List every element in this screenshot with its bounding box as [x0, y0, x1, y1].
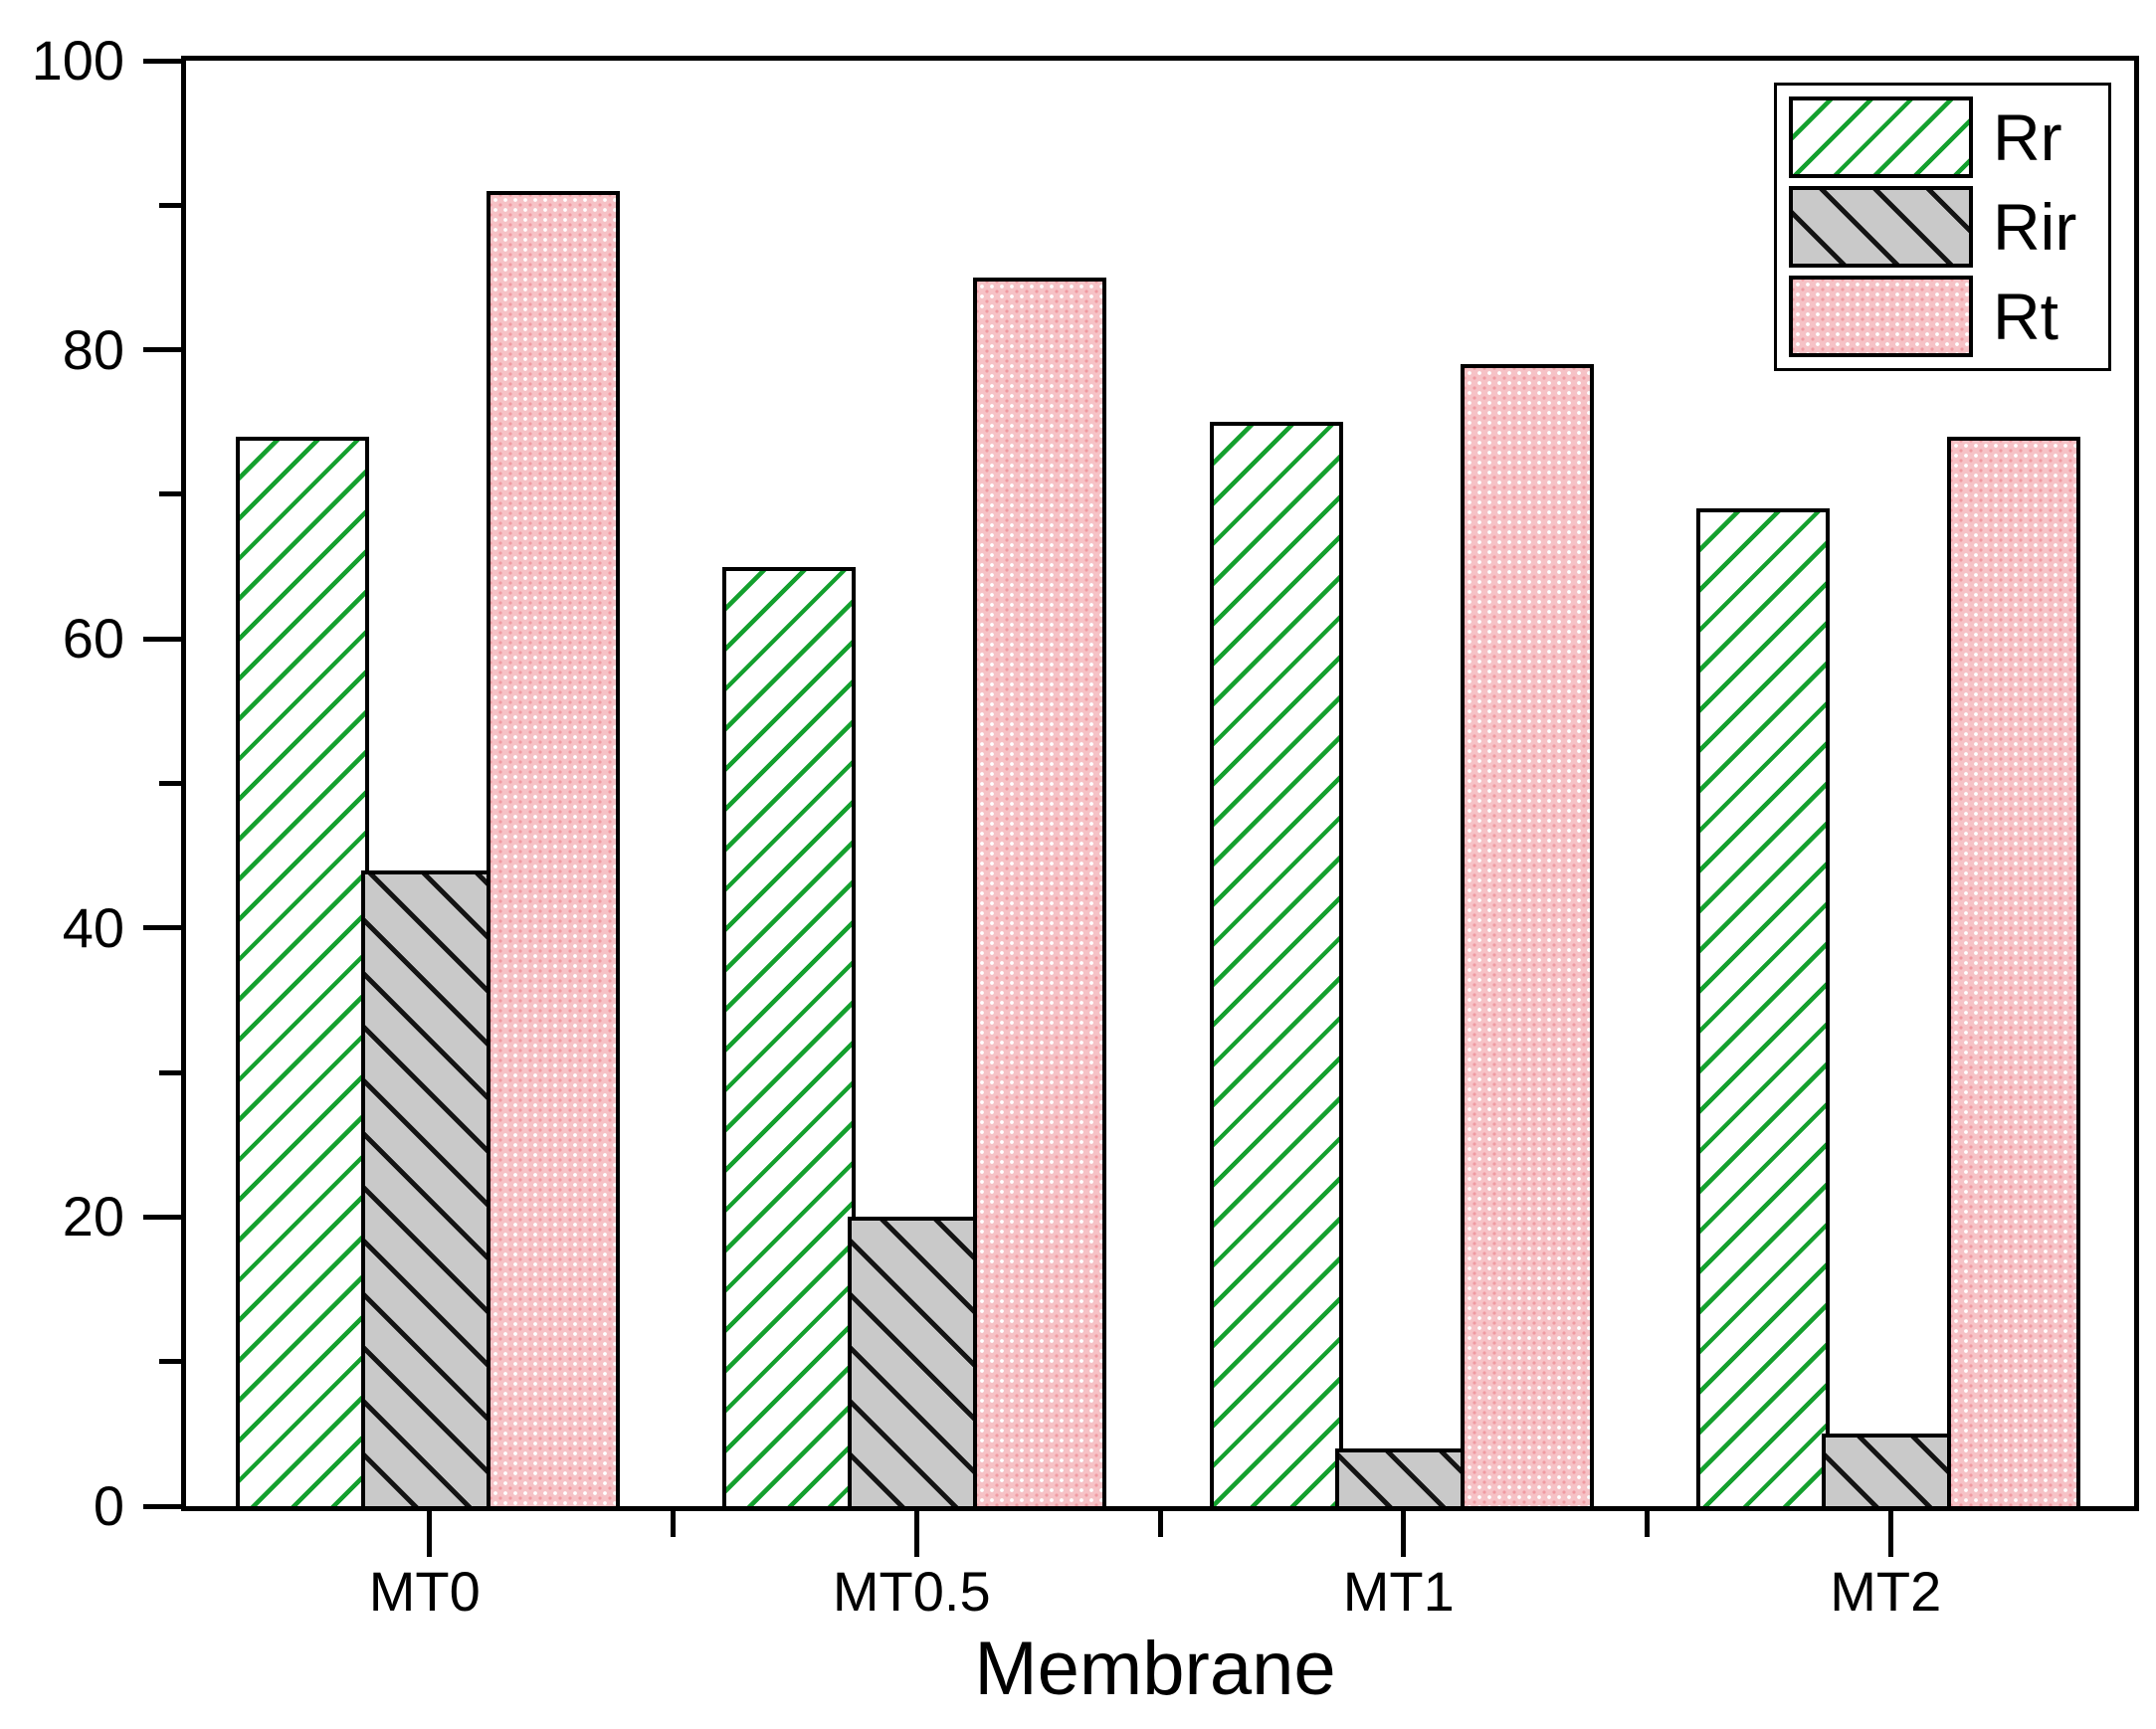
x-tick-label-mt0: MT0: [368, 1560, 481, 1623]
y-tick-20: [143, 1214, 181, 1220]
bar-rr-mt2: [1696, 508, 1831, 1510]
y-tick-label-80: 80: [62, 317, 124, 381]
y-tick-label-60: 60: [62, 607, 124, 671]
y-tick-label-100: 100: [31, 29, 124, 92]
y-minor-tick-70: [159, 491, 181, 497]
y-tick-0: [143, 1503, 181, 1509]
y-tick-label-20: 20: [62, 1185, 124, 1249]
x-tick-label-mt1: MT1: [1342, 1560, 1455, 1623]
bar-rr-mt0.5: [722, 566, 857, 1510]
bar-rr-mt0: [235, 436, 369, 1510]
bar-rt-mt0.5: [973, 277, 1107, 1510]
y-minor-tick-30: [159, 1069, 181, 1075]
x-minor-tick: [671, 1511, 676, 1537]
y-minor-tick-50: [159, 781, 181, 786]
legend-label-rr: Rr: [1993, 100, 2062, 174]
legend-label-rt: Rt: [1993, 280, 2058, 353]
legend-swatch-rir: [1789, 186, 1973, 268]
legend-row-rt: Rt: [1789, 275, 2108, 358]
bar-rt-mt2: [1947, 436, 2081, 1510]
plot-area: 0 20 40 60 80 100 Rr Rir Rt: [32, 33, 2139, 1557]
bar-rt-mt1: [1460, 364, 1594, 1510]
x-tick-mt0: [427, 1511, 433, 1557]
legend-row-rir: Rir: [1789, 185, 2108, 269]
bar-rt-mt0: [486, 190, 620, 1510]
y-tick-40: [143, 925, 181, 931]
x-tick-mt1: [1401, 1511, 1407, 1557]
y-minor-tick-90: [159, 202, 181, 208]
y-tick-80: [143, 347, 181, 353]
x-minor-tick: [1645, 1511, 1650, 1537]
legend-swatch-rr: [1789, 96, 1973, 178]
legend-swatch-rt: [1789, 276, 1973, 357]
y-tick-label-0: 0: [93, 1474, 124, 1537]
x-tick-mt0.5: [913, 1511, 919, 1557]
bar-rir-mt0: [360, 869, 494, 1510]
legend-row-rr: Rr: [1789, 96, 2108, 179]
legend-label-rir: Rir: [1993, 190, 2077, 264]
bar-rr-mt1: [1209, 422, 1343, 1510]
x-axis-title: Membrane: [974, 1627, 1336, 1711]
bar-rir-mt0.5: [848, 1217, 982, 1510]
y-minor-tick-10: [159, 1359, 181, 1365]
y-tick-60: [143, 636, 181, 642]
bar-rir-mt2: [1822, 1434, 1956, 1510]
x-tick-label-mt2: MT2: [1830, 1560, 1942, 1623]
legend: Rr Rir Rt: [1774, 83, 2111, 371]
x-tick-label-mt0.5: MT0.5: [832, 1560, 991, 1623]
x-tick-mt2: [1887, 1511, 1893, 1557]
bar-rir-mt1: [1334, 1447, 1469, 1510]
y-tick-100: [143, 58, 181, 64]
y-tick-label-40: 40: [62, 895, 124, 959]
x-minor-tick: [1157, 1511, 1163, 1537]
